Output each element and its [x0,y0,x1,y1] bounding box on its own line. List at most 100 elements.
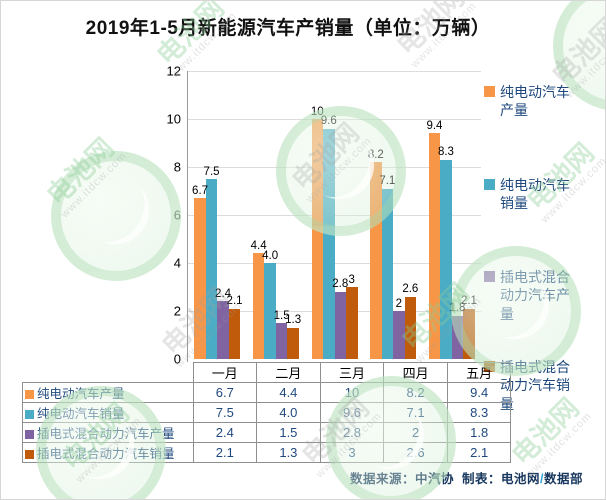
bar-label-bev-sales-m4: 7.1 [379,175,396,188]
table-month-header-m4: 四月 [383,362,448,383]
y-axis-tick-label: 10 [166,111,181,127]
y-axis-line [187,71,188,362]
y-axis-tick-label: 4 [173,255,181,271]
series-swatch-icon-bev-production [25,390,34,399]
maker-label: 制表：电池网 [461,472,540,486]
bar-label-bev-production-m5: 9.4 [426,119,443,132]
bar-bev-production-m2 [252,253,265,359]
source-note: 数据来源：中汽协 制表：电池网/数据部 [350,468,583,487]
legend-label: 纯电动汽车销量 [500,177,570,212]
bar-phev-sales-m2 [287,327,299,359]
table-cell-bev-production-m2: 4.4 [256,382,321,403]
bar-phev-sales-m3 [346,287,358,359]
bar-phev-production-m3 [334,291,346,359]
legend-item-phev-production: 插电式混合动力汽车产量 [484,268,602,323]
bar-label-bev-production-m2: 4.4 [250,239,267,252]
y-axis-tick-label: 8 [173,159,181,175]
bar-phev-sales-m4 [404,296,417,359]
table-cell-bev-sales-m5: 8.3 [446,402,512,423]
source-label: 数据来源：中汽协 [350,472,455,486]
table-month-header-m3: 三月 [319,362,385,383]
bar-phev-production-m5 [451,315,464,359]
bar-bev-sales-m2 [264,263,276,359]
bar-bev-sales-m1 [205,179,218,359]
table-row-label-bev-production: 纯电动汽车产量 [22,382,194,403]
legend-swatch-phev-production [484,271,495,282]
bar-bev-sales-m3 [323,128,335,359]
gridline [188,263,481,264]
bar-bev-production-m3 [311,119,323,359]
watermark-text: 电池网 www.itdcw.com [40,131,130,221]
bar-phev-production-m1 [217,301,229,359]
legend-swatch-bev-production [484,86,495,97]
table-cell-bev-sales-m1: 7.5 [192,402,258,423]
table-cell-bev-sales-m3: 9.6 [319,402,385,423]
table-cell-phev-production-m5: 1.8 [446,422,512,443]
y-axis-tick-label: 0 [173,351,181,367]
bar-label-phev-sales-m3: 3 [348,273,355,286]
bar-bev-production-m4 [370,162,382,359]
department-label: 数据部 [543,472,583,486]
watermark-url: www.itdcw.com [59,150,130,221]
table-cell-phev-sales-m2: 1.3 [256,442,321,463]
bar-bev-sales-m5 [440,159,452,359]
legend-label: 插电式混合动力汽车产量 [500,269,570,322]
table-cell-bev-production-m5: 9.4 [446,382,512,403]
bar-label-phev-sales-m5: 2.1 [460,295,477,308]
table-cell-bev-sales-m4: 7.1 [383,402,448,423]
table-cell-phev-production-m4: 2 [383,422,448,443]
table-cell-phev-sales-m5: 2.1 [446,442,512,463]
legend-swatch-bev-sales [484,179,495,190]
table-cell-phev-sales-m1: 2.1 [192,442,258,463]
table-cell-phev-sales-m3: 3 [319,442,385,463]
bar-bev-production-m5 [428,133,441,359]
bar-phev-production-m4 [393,311,405,359]
table-cell-phev-sales-m4: 2.6 [383,442,448,463]
table-cell-phev-production-m1: 2.4 [192,422,258,443]
bar-label-bev-sales-m1: 7.5 [203,165,220,178]
legend-label: 纯电动汽车产量 [500,84,570,119]
bar-label-bev-production-m1: 6.7 [192,184,209,197]
table-cell-bev-sales-m2: 4.0 [256,402,321,423]
bar-label-bev-sales-m2: 4.0 [262,249,279,262]
legend-item-bev-production: 纯电动汽车产量 [484,83,602,120]
bar-phev-sales-m5 [463,308,475,359]
table-cell-phev-production-m2: 1.5 [256,422,321,443]
table-cell-bev-production-m3: 10 [319,382,385,403]
y-axis-tick-label: 12 [166,63,181,79]
series-swatch-icon-phev-sales [25,450,34,459]
bar-label-phev-sales-m2: 1.3 [285,314,302,327]
chart-data-table: 一月 二月 三月 四月 五月 纯电动汽车产量 6.7 4.4 10 8.2 9.4 纯电动汽车销量 7.… [22,362,512,463]
bar-label-bev-sales-m5: 8.3 [437,146,454,159]
bar-label-phev-sales-m1: 2.1 [226,295,243,308]
bar-label-phev-production-m1: 2.4 [215,287,232,300]
gridline [188,71,481,72]
bar-phev-sales-m1 [228,308,241,359]
bar-bev-production-m1 [194,198,206,359]
bar-label-phev-production-m2: 1.5 [273,309,290,322]
bar-bev-sales-m4 [381,188,394,359]
table-row-label-phev-sales: 插电式混合动力汽车销量 [22,442,194,463]
table-row-label-phev-production: 插电式混合动力汽车产量 [22,422,194,443]
table-row-label-bev-sales: 纯电动汽车销量 [22,402,194,423]
bar-label-bev-production-m4: 8.2 [367,148,384,161]
table-month-header-m1: 一月 [192,362,258,383]
table-cell-bev-production-m1: 6.7 [192,382,258,403]
table-month-header-m2: 二月 [256,362,321,383]
slash-separator: / [540,472,544,486]
watermark-brand: 电池网 [41,132,120,211]
table-cell-bev-production-m4: 8.2 [383,382,448,403]
y-axis-tick-label: 2 [173,303,181,319]
table-month-header-m5: 五月 [446,362,512,383]
series-swatch-icon-phev-production [25,430,34,439]
bar-label-bev-sales-m3: 9.6 [320,115,337,128]
series-swatch-icon-bev-sales [25,410,34,419]
table-corner-empty [23,363,194,383]
legend-item-bev-sales: 纯电动汽车销量 [484,176,602,213]
bar-label-phev-production-m3: 2.8 [332,278,349,291]
chart-title: 2019年1-5月新能源汽车产销量（单位：万辆） [85,18,491,39]
legend-label: 插电式混合动力汽车销量 [500,359,570,412]
table-cell-phev-production-m3: 2.8 [319,422,385,443]
bar-phev-production-m2 [275,323,288,359]
